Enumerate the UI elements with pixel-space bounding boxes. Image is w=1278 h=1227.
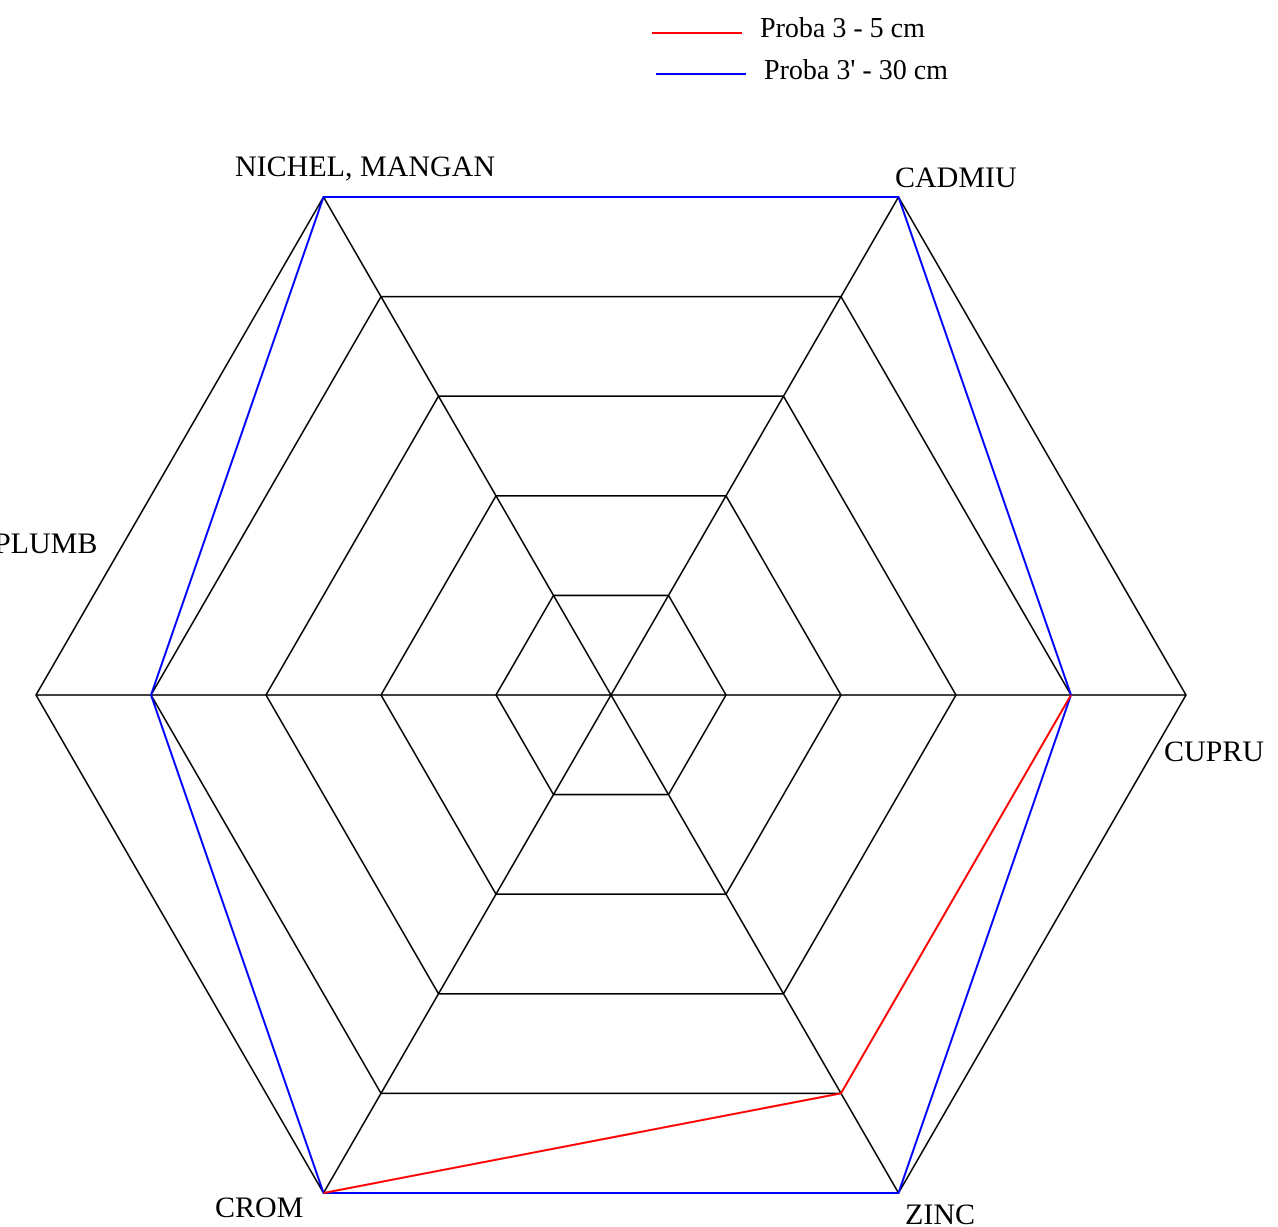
axis-label-nichel-mangan: NICHEL, MANGAN xyxy=(235,150,495,183)
radar-grid xyxy=(35,196,1187,1194)
series-line-proba-3 xyxy=(323,694,1072,1194)
axis-label-crom: CROM xyxy=(215,1191,303,1224)
axis-label-cadmiu: CADMIU xyxy=(895,161,1017,194)
axis-spoke-crom xyxy=(322,694,612,1194)
radar-series xyxy=(149,196,1073,1194)
axis-spoke-cadmiu xyxy=(610,196,900,696)
axis-spoke-zinc xyxy=(610,694,900,1194)
legend-label-proba-3: Proba 3 - 5 cm xyxy=(760,13,925,44)
legend: Proba 3 - 5 cm Proba 3' - 30 cm xyxy=(652,13,948,86)
axis-label-cupru: CUPRU xyxy=(1164,735,1264,768)
legend-label-proba-3-prime: Proba 3' - 30 cm xyxy=(764,55,948,86)
axis-label-plumb: PLUMB xyxy=(0,527,97,560)
axis-label-zinc: ZINC xyxy=(905,1198,975,1227)
series-line-proba-3-prime xyxy=(149,196,1073,1194)
axis-spoke-nichel-mangan xyxy=(322,196,612,696)
axis-labels: CUPRU CADMIU NICHEL, MANGAN PLUMB CROM Z… xyxy=(0,150,1264,1227)
